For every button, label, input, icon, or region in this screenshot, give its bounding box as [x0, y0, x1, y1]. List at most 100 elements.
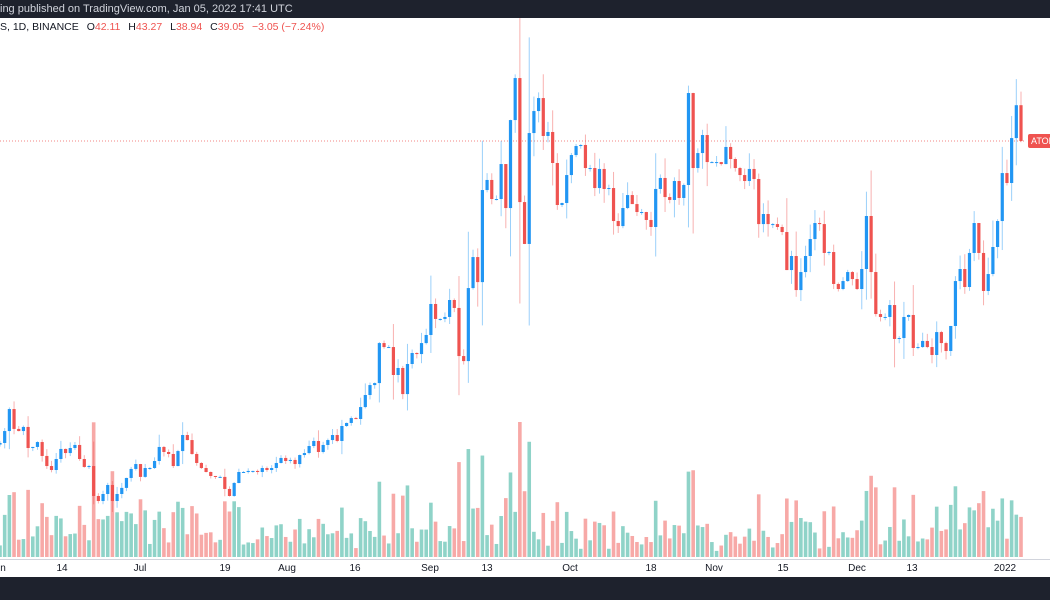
volume-bar: [82, 524, 87, 557]
volume-bar: [981, 491, 986, 557]
candlestick-chart[interactable]: [0, 0, 1050, 560]
candle-down: [832, 252, 836, 284]
high-value: 43.27: [135, 21, 163, 33]
volume-bar: [382, 535, 386, 557]
candle-up: [0, 442, 2, 445]
candle-up: [949, 325, 953, 352]
candle-down: [593, 168, 597, 189]
volume-bar: [752, 540, 756, 557]
volume-bar: [1014, 514, 1019, 557]
volume-bar: [396, 533, 400, 557]
volume-bar: [344, 537, 349, 557]
candle-down: [335, 435, 339, 441]
volume-bar: [775, 543, 780, 557]
volume-bar: [16, 539, 21, 557]
volume-bar: [934, 506, 939, 557]
candle-up: [574, 146, 578, 156]
candle-up: [405, 364, 410, 395]
candle-down: [869, 215, 873, 273]
candle-down: [96, 495, 100, 502]
time-tick-label: Dec: [848, 563, 866, 574]
volume-bar: [977, 503, 981, 557]
volume-bar: [283, 536, 288, 557]
candle-up: [396, 367, 400, 375]
volume-bar: [677, 525, 681, 557]
candle-down: [743, 175, 747, 182]
candle-down: [185, 435, 189, 441]
volume-bar: [40, 503, 44, 557]
high-label: H: [128, 21, 136, 33]
volume-bar: [424, 529, 428, 557]
volume-bar: [541, 512, 546, 557]
close-value: 39.05: [217, 21, 245, 33]
candle-up: [59, 448, 63, 460]
candle-down: [316, 440, 321, 452]
volume-bar: [96, 519, 101, 557]
volume-bar: [920, 538, 925, 557]
candle-up: [640, 212, 644, 214]
volume-bar: [410, 528, 414, 557]
candle-up: [157, 446, 161, 461]
volume-bar: [415, 541, 419, 557]
candle-down: [663, 177, 667, 198]
volume-bar: [21, 539, 26, 557]
candle-up: [410, 353, 414, 365]
candle-up: [789, 256, 794, 271]
candle-up: [35, 442, 40, 447]
candle-up: [672, 181, 677, 200]
candle-up: [359, 407, 363, 419]
volume-bar: [30, 536, 35, 557]
candle-down: [930, 347, 934, 355]
candle-up: [986, 274, 990, 291]
candle-down: [733, 159, 737, 169]
volume-bar: [185, 534, 190, 557]
volume-bar: [785, 498, 789, 557]
candle-up: [298, 455, 302, 465]
candle-up: [68, 448, 72, 454]
volume-bar: [45, 516, 49, 557]
volume-bar: [7, 495, 12, 557]
volume-bar: [35, 526, 40, 557]
time-axis[interactable]: n 14 Jul 19 Aug 16 Sep 13 Oct 18 Nov 15 Dec 13 2022: [0, 559, 1050, 578]
volume-bar: [644, 537, 649, 557]
volume-bar: [953, 486, 958, 557]
volume-bar: [311, 537, 316, 557]
volume-bar: [616, 542, 621, 557]
volume-bar: [733, 536, 738, 557]
volume-bar: [241, 544, 246, 557]
volume-bar: [719, 545, 724, 557]
volume-bar: [813, 532, 817, 557]
candle-up: [621, 208, 625, 227]
volume-bar: [368, 530, 372, 557]
volume-bar: [653, 500, 658, 557]
volume-bar: [227, 511, 232, 557]
volume-bar: [958, 529, 962, 557]
volume-bar: [12, 492, 16, 557]
volume-bar: [26, 489, 30, 557]
volume-bar: [391, 493, 396, 557]
volume-bar: [199, 534, 204, 557]
time-tick-label: 15: [777, 563, 789, 574]
candle-down: [541, 98, 545, 136]
candle-down: [635, 204, 639, 213]
volume-bar: [827, 546, 831, 557]
volume-bar: [157, 511, 162, 557]
candle-up: [377, 343, 381, 384]
time-tick-label: Jul: [133, 563, 147, 574]
volume-bar: [888, 526, 892, 557]
volume-bar: [354, 548, 358, 557]
volume-bar: [443, 541, 447, 557]
candle-down: [757, 179, 761, 225]
volume-bar: [658, 535, 663, 557]
volume-bar: [447, 526, 452, 557]
volume-bar: [794, 500, 798, 557]
candle-up: [443, 316, 447, 319]
volume-bar: [906, 536, 911, 557]
candle-up: [326, 440, 330, 445]
volume-bar: [223, 501, 227, 557]
volume-bar: [307, 529, 311, 557]
candle-down: [382, 343, 386, 348]
volume-bar: [433, 521, 438, 557]
candle-down: [284, 457, 288, 461]
candle-up: [747, 168, 751, 182]
